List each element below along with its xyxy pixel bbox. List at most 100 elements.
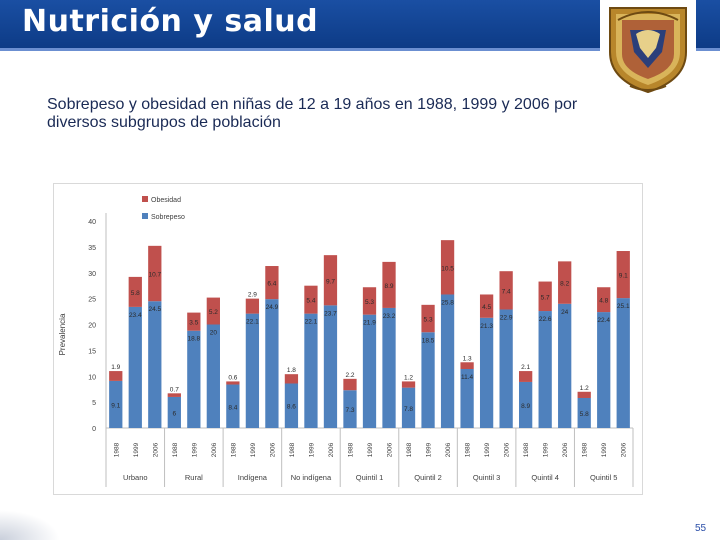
bar-obesidad — [519, 371, 533, 382]
x-tick-label: 1999 — [367, 442, 374, 457]
group-label: Quintil 2 — [414, 473, 442, 482]
label-obesidad: 6.4 — [267, 281, 276, 288]
x-tick-label: 1999 — [543, 442, 550, 457]
bar-obesidad — [323, 255, 338, 306]
bar-obesidad — [343, 378, 357, 391]
label-obesidad: 2.2 — [345, 372, 354, 379]
label-sobrepeso: 23.2 — [383, 313, 396, 320]
label-sobrepeso: 6 — [173, 410, 177, 417]
bar-sobrepeso — [577, 397, 591, 428]
bar-obesidad — [128, 276, 142, 307]
y-tick-label: 30 — [88, 271, 96, 278]
bar-obesidad — [577, 391, 591, 398]
bar-obesidad — [167, 393, 181, 397]
bar-sobrepeso — [245, 313, 260, 428]
label-sobrepeso: 7.3 — [345, 407, 354, 414]
label-sobrepeso: 5.8 — [580, 411, 589, 418]
label-obesidad: 5.2 — [209, 309, 218, 316]
label-obesidad: 9.7 — [326, 278, 335, 285]
slide-subtitle: Sobrepeso y obesidad en niñas de 12 a 19… — [47, 96, 578, 131]
group-label: Quintil 5 — [590, 473, 618, 482]
label-sobrepeso: 21.3 — [480, 323, 493, 330]
label-sobrepeso: 9.1 — [111, 402, 120, 409]
label-sobrepeso: 24.5 — [148, 306, 161, 313]
x-tick-label: 1999 — [426, 442, 433, 457]
group-label: Rural — [185, 473, 203, 482]
title-bar-stripe — [0, 48, 720, 51]
label-obesidad: 5.8 — [131, 290, 140, 297]
bar-obesidad — [479, 294, 494, 318]
bar-sobrepeso — [597, 312, 611, 428]
bar-obesidad — [558, 261, 572, 304]
bar-sobrepeso — [304, 313, 318, 428]
bar-obesidad — [499, 271, 513, 310]
x-tick-label: 2006 — [211, 442, 218, 457]
bar-sobrepeso — [226, 384, 240, 428]
bar-obesidad — [362, 287, 377, 315]
label-sobrepeso: 11.4 — [461, 374, 474, 381]
x-tick-label: 1988 — [523, 442, 530, 457]
bar-sobrepeso — [401, 387, 416, 428]
label-obesidad: 7.4 — [502, 288, 511, 295]
y-axis-label: Prevalencia — [58, 313, 67, 355]
label-obesidad: 1.9 — [111, 364, 120, 371]
bar-obesidad — [206, 297, 220, 325]
unam-seal-icon — [600, 0, 696, 96]
label-sobrepeso: 8.6 — [287, 404, 296, 411]
label-obesidad: 2.1 — [521, 364, 530, 371]
label-obesidad: 1.2 — [404, 374, 413, 381]
label-obesidad: 3.5 — [189, 320, 198, 327]
x-tick-label: 2006 — [504, 442, 511, 457]
corner-decoration — [0, 510, 60, 540]
label-obesidad: 5.3 — [424, 317, 433, 324]
x-tick-label: 2006 — [445, 442, 452, 457]
y-tick-label: 0 — [92, 426, 96, 433]
x-tick-label: 1999 — [250, 442, 257, 457]
label-obesidad: 0.7 — [170, 386, 179, 393]
group-label: Indígena — [238, 473, 268, 482]
label-sobrepeso: 21.9 — [363, 320, 376, 327]
bar-obesidad — [460, 362, 474, 370]
bar-obesidad — [440, 240, 455, 295]
label-sobrepeso: 25.8 — [441, 299, 454, 306]
label-sobrepeso: 22.1 — [246, 319, 259, 326]
bar-obesidad — [245, 298, 260, 314]
bar-obesidad — [616, 251, 630, 299]
x-tick-label: 1988 — [406, 442, 413, 457]
label-obesidad: 2.9 — [248, 292, 257, 299]
label-sobrepeso: 22.9 — [500, 314, 513, 321]
x-tick-label: 1988 — [113, 442, 120, 457]
bar-sobrepeso — [421, 332, 435, 428]
group-label: Urbano — [123, 473, 148, 482]
x-tick-label: 1999 — [601, 442, 608, 457]
bar-sobrepeso — [128, 306, 142, 428]
y-tick-label: 10 — [88, 374, 96, 381]
y-tick-label: 15 — [88, 348, 96, 355]
label-obesidad: 5.3 — [365, 299, 374, 306]
bar-sobrepeso — [538, 311, 552, 428]
x-tick-label: 2006 — [562, 442, 569, 457]
label-sobrepeso: 24 — [561, 309, 569, 316]
x-tick-label: 1999 — [484, 442, 491, 457]
bar-sobrepeso — [519, 381, 533, 428]
label-sobrepeso: 18.8 — [188, 336, 201, 343]
legend-swatch-sobrepeso — [142, 213, 148, 219]
bar-sobrepeso — [460, 369, 474, 428]
label-obesidad: 1.2 — [580, 385, 589, 392]
bar-obesidad — [304, 285, 318, 314]
bar-obesidad — [538, 281, 552, 312]
x-tick-label: 2006 — [152, 442, 159, 457]
legend-swatch-obesidad — [142, 196, 148, 202]
page-number: 55 — [695, 523, 707, 534]
label-obesidad: 1.3 — [463, 355, 472, 362]
x-tick-label: 1988 — [172, 442, 179, 457]
bar-obesidad — [109, 371, 123, 381]
bar-sobrepeso — [148, 301, 162, 428]
bar-sobrepeso — [167, 396, 181, 428]
legend-label-obesidad: Obesidad — [151, 197, 181, 204]
stacked-bar-chart: 0 5 10 15 20 25 30 35 40 Prevalencia Obesidad Sobre… — [53, 183, 643, 495]
x-tick-label: 1988 — [582, 442, 589, 457]
x-tick-label: 2006 — [387, 442, 394, 457]
bar-sobrepeso — [265, 299, 279, 428]
bar-obesidad — [187, 312, 201, 331]
